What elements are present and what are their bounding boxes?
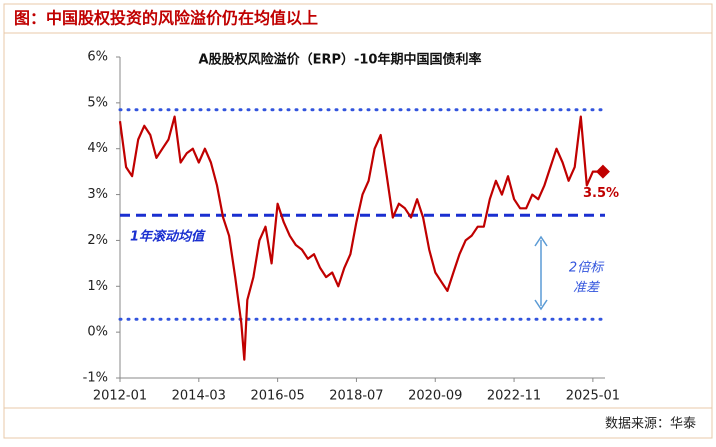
x-tick-label: 2022-11 [487,389,541,404]
x-tick-label: 2020-09 [408,389,462,404]
y-tick-label: 3% [87,187,108,202]
y-tick-label: 1% [87,279,108,294]
y-tick-label: 4% [87,141,108,156]
source: 数据来源：华泰 [605,417,696,432]
y-tick-label: 5% [87,95,108,110]
y-tick-label: 2% [87,233,108,248]
sd-label: 2倍标 [569,260,605,276]
end-marker [595,164,610,179]
sd-label: 准差 [573,281,601,296]
y-tick-label: 0% [87,325,108,340]
x-tick-label: 2012-01 [93,389,147,404]
x-tick-label: 2014-03 [172,389,226,404]
y-tick-label: 6% [87,50,108,65]
header-title: 图：中国股权投资的风险溢价仍在均值以上 [14,9,318,28]
frame [3,3,713,439]
x-tick-label: 2016-05 [250,389,304,404]
mean-label: 1年滚动均值 [130,229,206,245]
series-line [118,115,599,361]
x-tick-label: 2025-01 [566,389,620,404]
sd-arrow-heads [534,235,548,311]
x-tick-label: 2018-07 [329,389,383,404]
end-label: 3.5% [583,186,619,201]
chart-title: A股股权风险溢价（ERP）-10年期中国国债利率 [199,52,482,68]
y-tick-label: -1% [83,371,108,386]
